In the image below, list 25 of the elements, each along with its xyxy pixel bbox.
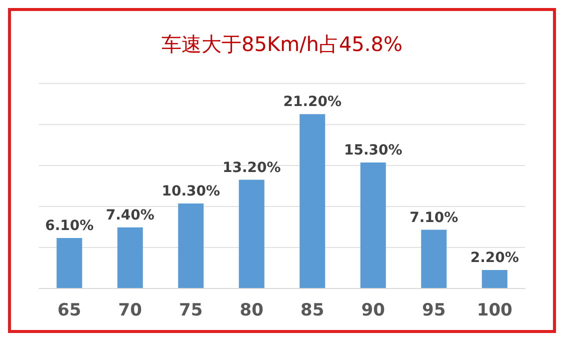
bar	[178, 204, 204, 288]
data-label: 6.10%	[45, 218, 94, 234]
data-label: 7.10%	[410, 210, 458, 226]
x-tick-label: 95	[422, 300, 446, 320]
x-tick-label: 80	[240, 300, 264, 320]
data-label: 15.30%	[344, 142, 402, 159]
bar	[300, 114, 326, 288]
x-tick-label: 100	[476, 300, 513, 320]
data-label: 21.20%	[283, 94, 342, 110]
bar	[482, 270, 508, 288]
x-tick-label: 90	[361, 300, 386, 320]
x-tick-label: 85	[300, 300, 324, 320]
data-label: 13.20%	[222, 160, 281, 176]
data-label: 7.40%	[106, 207, 154, 224]
bar	[117, 227, 143, 288]
bar	[56, 238, 82, 288]
bar	[360, 162, 386, 288]
data-label: 2.20%	[470, 250, 519, 266]
chart-title: 车速大于85Km/h占45.8%	[162, 32, 402, 56]
x-tick-label: 75	[179, 300, 203, 320]
bar	[421, 230, 447, 288]
x-tick-label: 70	[118, 300, 142, 320]
bar	[238, 180, 264, 288]
x-tick-label: 65	[58, 300, 82, 320]
data-label: 10.30%	[162, 184, 220, 200]
